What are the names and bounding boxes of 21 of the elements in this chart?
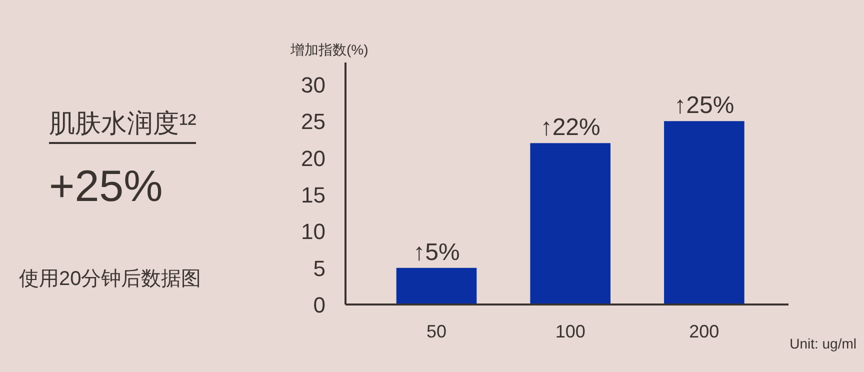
x-axis-title: Unit: ug/ml [790, 336, 857, 352]
y-tick-label: 30 [301, 72, 326, 98]
y-tick-label: 25 [301, 109, 326, 134]
y-tick-label: 5 [313, 256, 326, 281]
bar [396, 268, 477, 304]
data-label: ↑5% [413, 238, 460, 266]
x-tick-label: 100 [555, 322, 586, 342]
bar [530, 143, 610, 304]
data-label: ↑25% [674, 92, 734, 120]
x-tick-label: 50 [426, 322, 447, 342]
y-tick-label: 15 [301, 182, 326, 208]
data-label: ↑22% [540, 114, 600, 142]
text: 肌肤水润度¹² [49, 105, 196, 144]
x-tick-label: 200 [689, 322, 720, 342]
y-tick-label: 10 [301, 219, 326, 244]
bar [664, 121, 744, 304]
y-tick-label: 0 [313, 292, 326, 318]
y-tick-label: 20 [301, 146, 326, 171]
y-axis-title: 增加指数(%) [290, 42, 368, 58]
text: 使用20分钟后数据图 [19, 266, 202, 292]
text: +25% [49, 161, 164, 214]
